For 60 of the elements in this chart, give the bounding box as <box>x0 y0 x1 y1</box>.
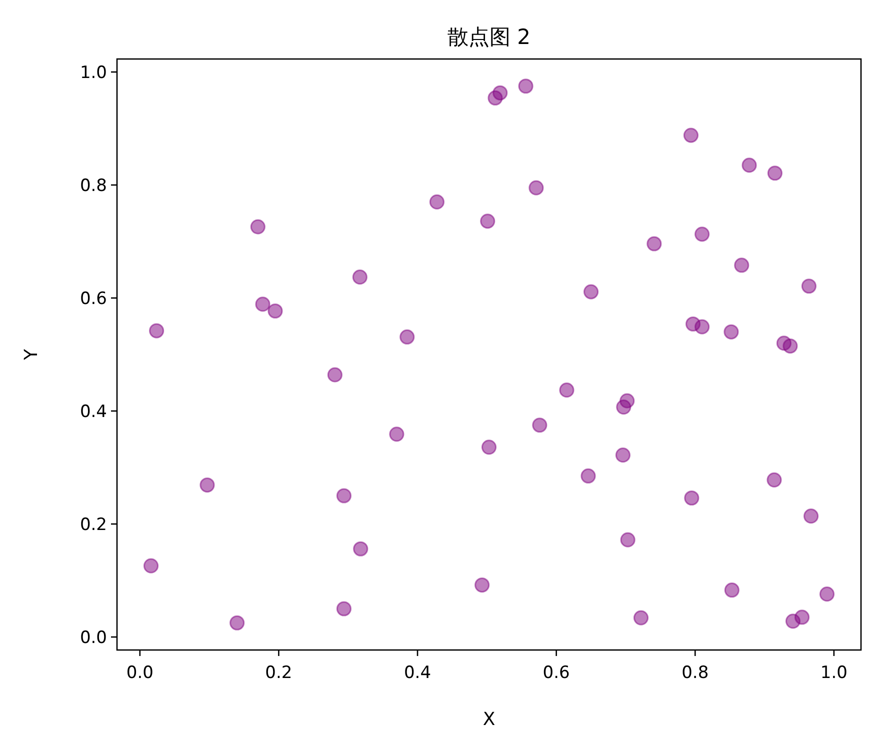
point <box>794 610 810 625</box>
point <box>734 258 750 273</box>
point <box>742 158 757 173</box>
x-tick-label: 1.0 <box>820 663 848 683</box>
point <box>724 324 739 340</box>
point <box>518 78 534 94</box>
x-axis-title: X <box>482 709 496 730</box>
point <box>230 615 245 630</box>
point <box>528 180 544 196</box>
point <box>684 490 700 506</box>
x-tick-label: 0.0 <box>126 663 154 683</box>
point <box>474 577 490 593</box>
point <box>336 601 352 616</box>
chart-title: 散点图 2 <box>447 25 531 49</box>
y-tick-label: 0.0 <box>80 628 107 648</box>
y-tick-label: 1.0 <box>80 62 107 83</box>
y-tick-label: 0.8 <box>80 176 107 196</box>
point <box>480 214 496 229</box>
point <box>819 586 835 602</box>
x-tick-label: 0.8 <box>682 663 709 683</box>
point <box>633 610 649 626</box>
point <box>149 323 164 338</box>
point <box>683 128 699 143</box>
point <box>400 329 415 345</box>
point <box>336 488 352 504</box>
point <box>389 426 404 442</box>
y-axis-title: Y <box>21 348 42 361</box>
point <box>481 440 497 455</box>
point <box>559 382 574 398</box>
point <box>782 338 798 354</box>
point <box>583 284 599 300</box>
point <box>492 85 508 100</box>
y-tick-label: 0.4 <box>80 402 107 422</box>
point <box>724 582 740 598</box>
point <box>616 399 632 415</box>
point <box>327 367 342 382</box>
y-tick-label: 0.2 <box>80 515 107 536</box>
point <box>353 541 368 556</box>
point <box>694 319 710 334</box>
point <box>429 194 444 210</box>
point <box>255 296 270 312</box>
point <box>646 236 662 252</box>
point <box>801 278 816 294</box>
point <box>580 468 596 484</box>
point <box>615 448 630 463</box>
point <box>766 472 782 488</box>
x-tick-label: 0.6 <box>542 663 570 683</box>
point <box>200 477 215 493</box>
point <box>532 418 548 433</box>
point <box>250 219 266 234</box>
point <box>352 270 368 285</box>
x-tick-label: 0.2 <box>265 663 292 683</box>
point <box>143 558 159 574</box>
y-tick-label: 0.6 <box>80 289 107 309</box>
point <box>803 508 819 524</box>
point <box>620 532 636 548</box>
point <box>268 303 283 319</box>
point <box>694 226 710 242</box>
point <box>767 166 782 181</box>
x-tick-label: 0.4 <box>404 663 432 683</box>
